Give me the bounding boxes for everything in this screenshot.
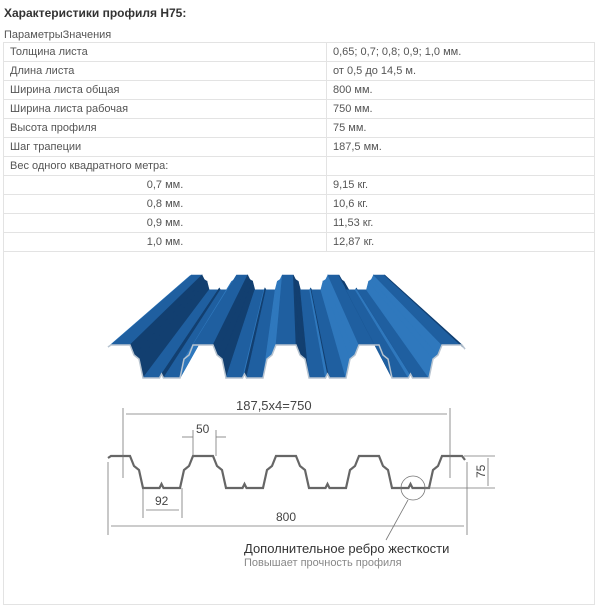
table-row: 0,9 мм. 11,53 кг. (3, 213, 595, 233)
table-row: 0,8 мм. 10,6 кг. (3, 194, 595, 214)
sheet-3d-image (107, 274, 466, 380)
weight-cell: 12,87 кг. (326, 232, 595, 252)
param-cell: Высота профиля (3, 118, 327, 138)
dimension-lines (107, 408, 495, 541)
page-title: Характеристики профиля Н75: (4, 6, 187, 20)
thickness-cell: 1,0 мм. (3, 232, 327, 252)
dim-bottom: 92 (155, 494, 169, 508)
image-frame (3, 250, 595, 605)
profile-outline (107, 454, 466, 490)
table-row: Толщина листа 0,65; 0,7; 0,8; 0,9; 1,0 мм… (3, 42, 595, 62)
table-row: 1,0 мм. 12,87 кг. (3, 232, 595, 252)
table-row: Высота профиля 75 мм. (3, 118, 595, 138)
table-row: Ширина листа рабочая 750 мм. (3, 99, 595, 119)
specs-table: Толщина листа 0,65; 0,7; 0,8; 0,9; 1,0 мм… (3, 42, 595, 252)
sheet-front-edge (107, 344, 466, 379)
dim-total: 800 (276, 510, 296, 524)
table-row: Шаг трапеции 187,5 мм. (3, 137, 595, 157)
note-title: Дополнительное ребро жесткости (244, 541, 449, 556)
dim-top: 50 (196, 422, 210, 436)
thickness-cell: 0,7 мм. (3, 175, 327, 195)
note-subtitle: Повышает прочность профиля (244, 557, 402, 569)
dim-height: 75 (474, 464, 488, 478)
profile-drawing (107, 408, 495, 541)
dim-pitch: 187,5x4=750 (236, 398, 312, 413)
table-caption: ПараметрыЗначения (4, 29, 112, 41)
